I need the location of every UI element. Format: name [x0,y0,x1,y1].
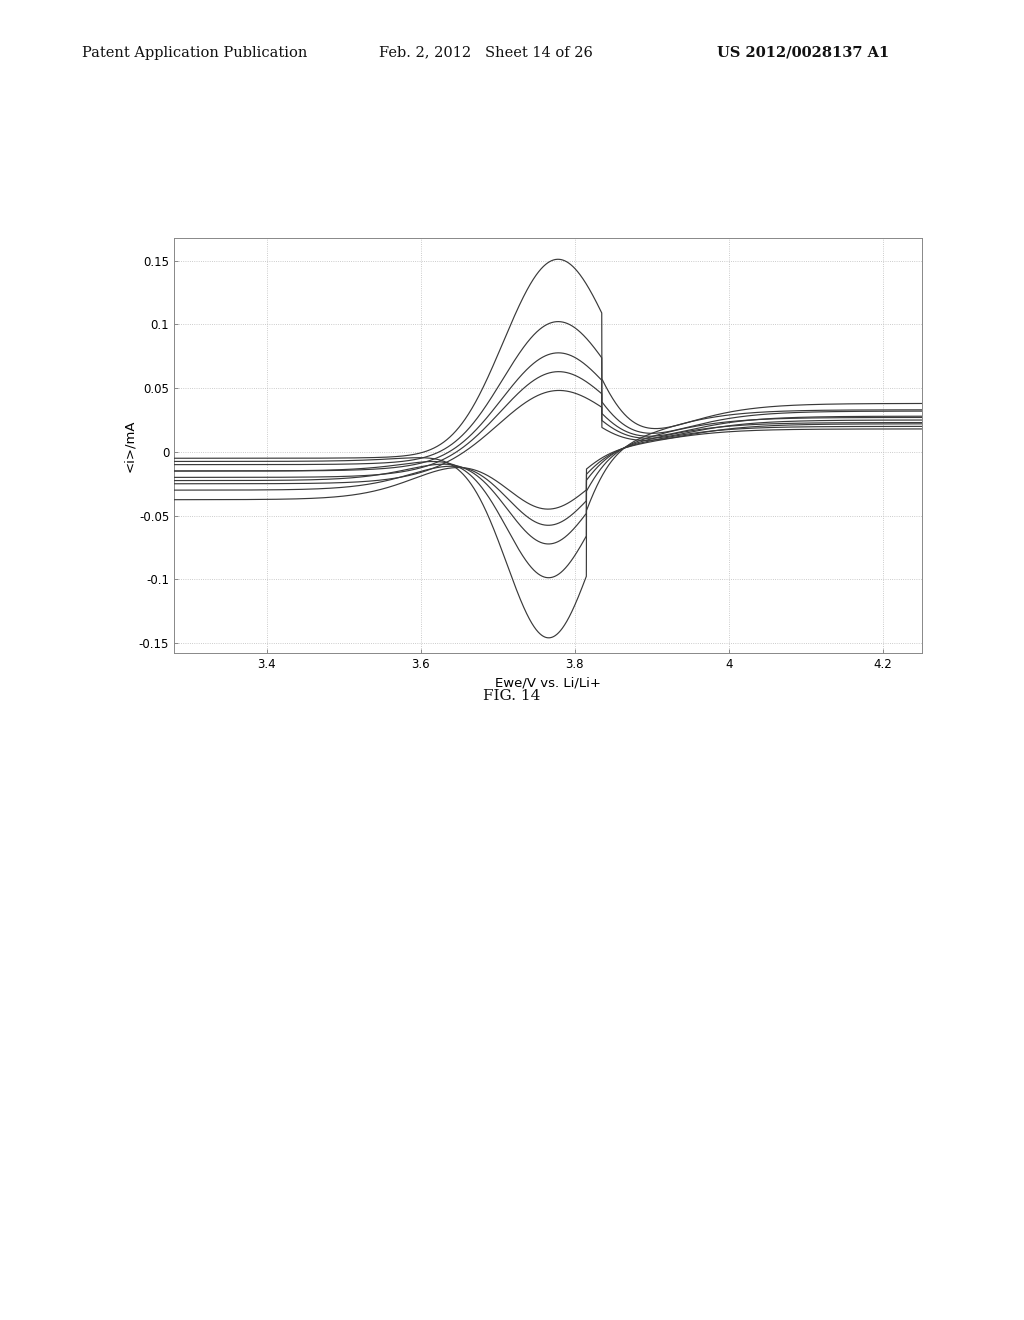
Text: FIG. 14: FIG. 14 [483,689,541,702]
Text: US 2012/0028137 A1: US 2012/0028137 A1 [717,46,889,59]
Text: Patent Application Publication: Patent Application Publication [82,46,307,59]
Text: Feb. 2, 2012   Sheet 14 of 26: Feb. 2, 2012 Sheet 14 of 26 [379,46,593,59]
Y-axis label: <i>/mA: <i>/mA [123,420,136,471]
X-axis label: Ewe/V vs. Li/Li+: Ewe/V vs. Li/Li+ [495,677,601,690]
